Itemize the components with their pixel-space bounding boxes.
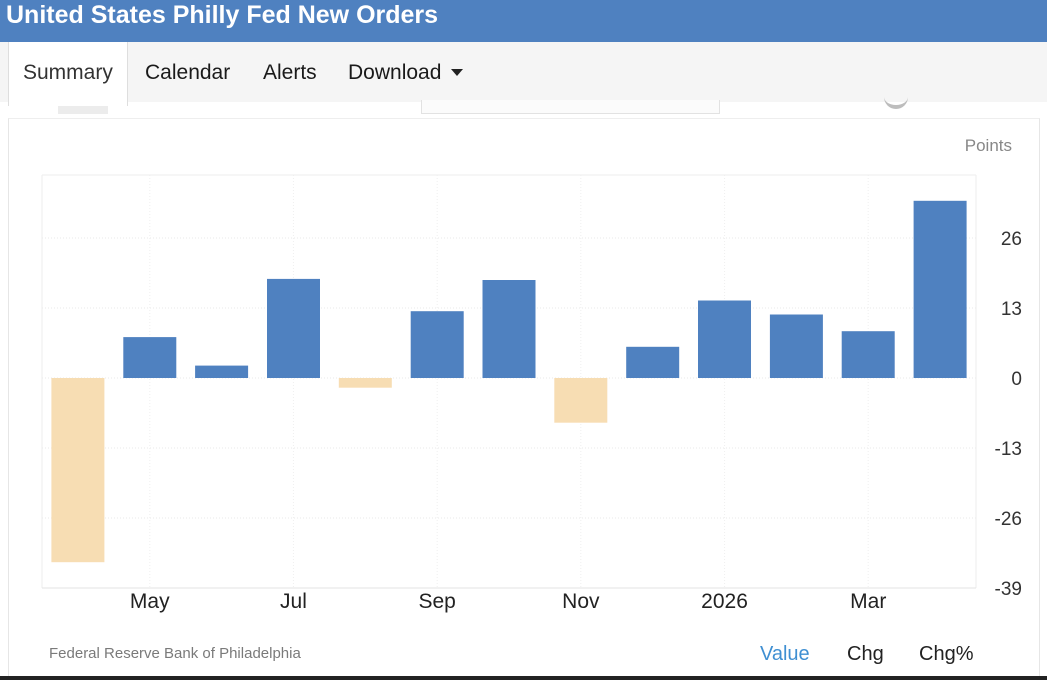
y-tick-label: -26 (995, 509, 1022, 530)
tab-alerts[interactable]: Alerts (263, 42, 317, 102)
x-tick-label: Mar (850, 590, 886, 613)
tab-calendar[interactable]: Calendar (145, 42, 230, 102)
x-tick-label: Jul (280, 590, 307, 613)
chart-card (8, 118, 1040, 679)
bar (123, 337, 177, 378)
x-tick-label: May (130, 590, 170, 613)
toggle-chg-percent[interactable]: Chg% (919, 643, 974, 665)
bar (338, 378, 392, 388)
bar (626, 346, 680, 378)
tab-summary-label: Summary (23, 61, 113, 84)
chart-source: Federal Reserve Bank of Philadelphia (49, 645, 301, 662)
bar (195, 365, 249, 378)
tab-calendar-label: Calendar (145, 61, 231, 84)
obscured-input (421, 100, 720, 114)
bar (913, 200, 967, 378)
x-tick-label: Nov (562, 590, 600, 613)
bar (698, 300, 751, 378)
tab-summary[interactable]: Summary (8, 42, 128, 106)
tab-download[interactable]: Download (348, 42, 464, 102)
y-tick-label: 13 (1001, 299, 1022, 320)
bar (769, 314, 823, 378)
chevron-down-icon (451, 69, 464, 76)
tab-strip: Summary Calendar Alerts Download (0, 42, 1047, 106)
toggle-value[interactable]: Value (760, 643, 810, 665)
unit-label: Points (965, 136, 1012, 155)
page-title: United States Philly Fed New Orders (6, 1, 439, 29)
bar (482, 280, 536, 378)
y-tick-label: -39 (995, 579, 1022, 600)
bar (841, 331, 895, 378)
bar (410, 311, 464, 378)
y-tick-label: 26 (1001, 229, 1022, 250)
bar-chart: 26 13 0 -13 -26 -39 May Jul Sep Nov 2026 Mar Points (41, 136, 1022, 613)
x-tick-label: 2026 (701, 590, 748, 613)
tab-download-label: Download (348, 61, 442, 84)
bottom-rule (0, 676, 1047, 680)
bar (267, 278, 320, 378)
title-bar: United States Philly Fed New Orders (0, 0, 1047, 42)
y-tick-label: 0 (1011, 369, 1022, 390)
obscured-icon (884, 96, 908, 109)
toggle-chg[interactable]: Chg (847, 643, 884, 665)
tab-alerts-label: Alerts (263, 61, 317, 84)
bar (51, 378, 105, 563)
bar (554, 378, 608, 423)
x-tick-label: Sep (418, 590, 455, 613)
y-tick-label: -13 (995, 439, 1022, 460)
